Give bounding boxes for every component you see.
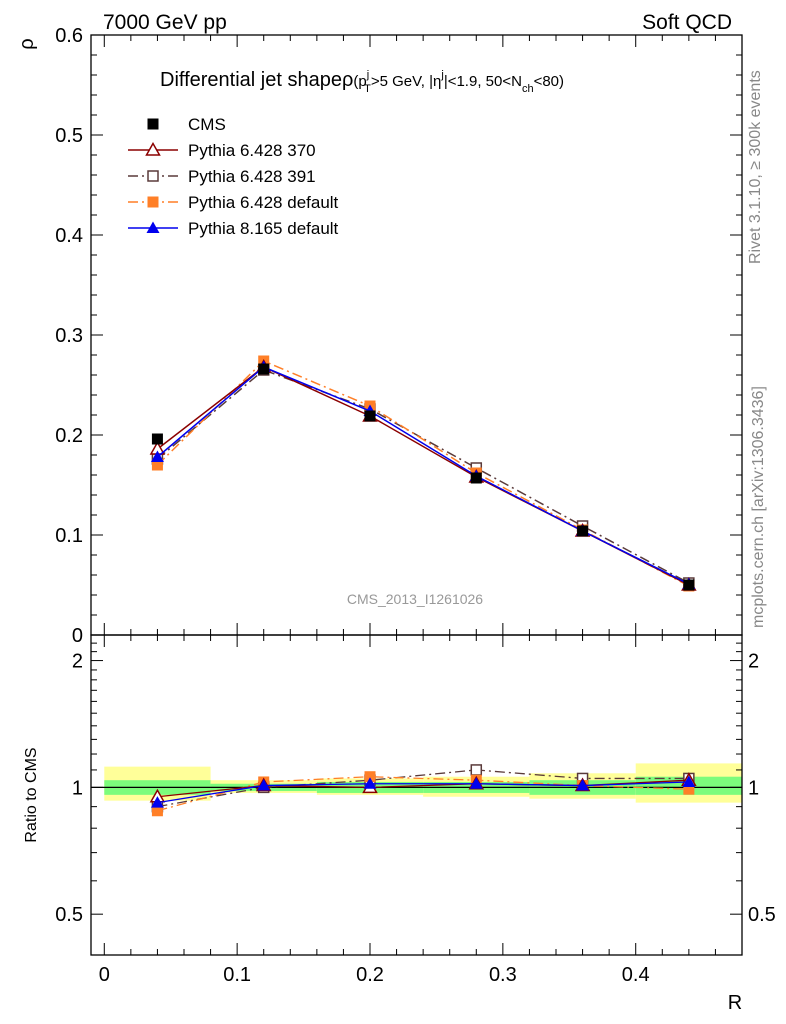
x-tick-label: 0.4 [622, 964, 650, 986]
main-y-tick-label: 0 [72, 625, 83, 647]
ratio-point-p8def [257, 779, 271, 791]
legend-label: Pythia 8.165 default [188, 219, 339, 238]
main-y-tick-label: 0.6 [55, 25, 83, 47]
main-panel: 0 0.1 0.2 0.3 0.4 0.5 0.6 Differential jet sha… [16, 25, 743, 647]
ratio-y-tick-label-right: 2 [748, 651, 759, 673]
title-cut-n-rest: <80) [534, 73, 564, 90]
series-p391 [151, 364, 695, 589]
data-point-cms [470, 472, 482, 484]
title-cut-pt-sub: T [364, 83, 371, 95]
ratio-point-p8def [469, 777, 483, 789]
ratio-series-layer [149, 764, 697, 817]
ratio-line-p8def [157, 781, 689, 804]
legend-label: Pythia 6.428 391 [188, 167, 316, 186]
data-point-p6def [151, 459, 163, 471]
title-cut-eta-rest: |<1.9, 50<N [444, 73, 522, 90]
ratio-line-p391 [157, 769, 689, 808]
x-tick-label: 0.3 [489, 964, 517, 986]
ratio-point-p8def [576, 779, 590, 791]
legend-entry-p391: Pythia 6.428 391 [128, 167, 316, 186]
ratio-point-p6def [364, 771, 376, 783]
header-right-label: Soft QCD [642, 11, 732, 34]
ratio-line-p6def [157, 776, 689, 812]
ratio-point-p8def [150, 796, 164, 808]
series-line-p8def [156, 366, 690, 585]
ratio-point-p8def [363, 777, 377, 789]
x-tick-label: 0.1 [223, 964, 251, 986]
title-cut-n-sub: ch [522, 83, 534, 95]
legend-entry-p370: Pythia 6.428 370 [128, 141, 316, 160]
main-y-tick-label: 0.5 [55, 125, 83, 147]
mcplots-label: mcplots.cern.ch [arXiv:1306.3436] [750, 386, 767, 628]
series-p8def [150, 360, 696, 589]
title-cut-open: ( [353, 73, 358, 90]
rivet-version-label: Rivet 3.1.10, ≥ 300k events [747, 70, 764, 264]
ratio-y-tick-label: 1 [72, 777, 83, 799]
ratio-point-p6def [683, 783, 695, 795]
main-y-tick-label: 0.3 [55, 325, 83, 347]
ratio-panel: 0.5 0.5 1 1 2 2 0 0.1 0.2 0.3 0.4 Ratio to CMS R [23, 634, 776, 1014]
header-left-label: 7000 GeV pp [103, 11, 227, 34]
series-line-p6def [156, 360, 690, 587]
legend-marker [147, 118, 159, 130]
main-axes: 0 0.1 0.2 0.3 0.4 0.5 0.6 [55, 25, 743, 647]
data-point-cms [258, 363, 270, 375]
data-point-cms [364, 410, 376, 422]
data-point-cms [683, 579, 695, 591]
title-cut-eta-sup: j [440, 69, 443, 81]
main-y-tick-label: 0.4 [55, 225, 83, 247]
legend-entry-p8def: Pythia 8.165 default [128, 219, 339, 238]
series-line-p370 [156, 366, 690, 586]
legend-marker [146, 221, 160, 233]
ratio-y-tick-label-right: 0.5 [748, 904, 776, 926]
ratio-y-tick-label: 0.5 [55, 904, 83, 926]
legend-entry-cms: CMS [147, 115, 226, 134]
data-point-p8def [150, 450, 164, 462]
ratio-series-p8def [150, 775, 696, 808]
ratio-point-p391 [470, 764, 483, 776]
main-y-tick-label: 0.2 [55, 425, 83, 447]
series-p370 [149, 358, 697, 591]
legend-marker [147, 196, 159, 208]
data-point-cms [577, 525, 589, 537]
main-title: Differential jet shapeρ(pj T>5 GeV, |ηj|<… [160, 69, 564, 95]
main-y-tick-label: 0.1 [55, 525, 83, 547]
series-line-p391 [156, 369, 690, 584]
x-axis-label: R [728, 992, 742, 1014]
legend-label: Pythia 6.428 370 [188, 141, 316, 160]
x-tick-label: 0 [99, 964, 110, 986]
legend-marker [145, 141, 161, 156]
main-title-text: Differential jet shapeρ [160, 69, 353, 91]
x-tick-label: 0.2 [356, 964, 384, 986]
title-cut-pt-sup: j [366, 69, 369, 81]
legend-entry-p6def: Pythia 6.428 default [128, 193, 339, 212]
title-cut-pt: p [358, 73, 366, 90]
legend-label: CMS [188, 115, 226, 134]
ratio-point-p8def [682, 775, 696, 787]
ratio-y-tick-label-right: 1 [748, 777, 759, 799]
legend-label: Pythia 6.428 default [188, 193, 339, 212]
data-point-cms [151, 433, 163, 445]
ratio-frame [90, 634, 743, 956]
watermark-analysis: CMS_2013_I1261026 [347, 591, 483, 607]
ratio-y-tick-label: 2 [72, 651, 83, 673]
title-cut-eta: η [433, 73, 441, 90]
ratio-point-p6def [151, 805, 163, 817]
ratio-axes: 0.5 0.5 1 1 2 2 0 0.1 0.2 0.3 0.4 [55, 634, 776, 986]
legend: CMS Pythia 6.428 370 Pythia 6.428 391 Pythi… [128, 115, 339, 238]
ratio-y-axis-label: Ratio to CMS [23, 747, 40, 842]
title-cut-pt-rest: >5 GeV, | [371, 73, 433, 90]
main-series-layer [149, 355, 697, 592]
legend-marker [147, 170, 159, 182]
series-cms [151, 363, 695, 591]
main-y-axis-label: ρ [16, 38, 38, 49]
